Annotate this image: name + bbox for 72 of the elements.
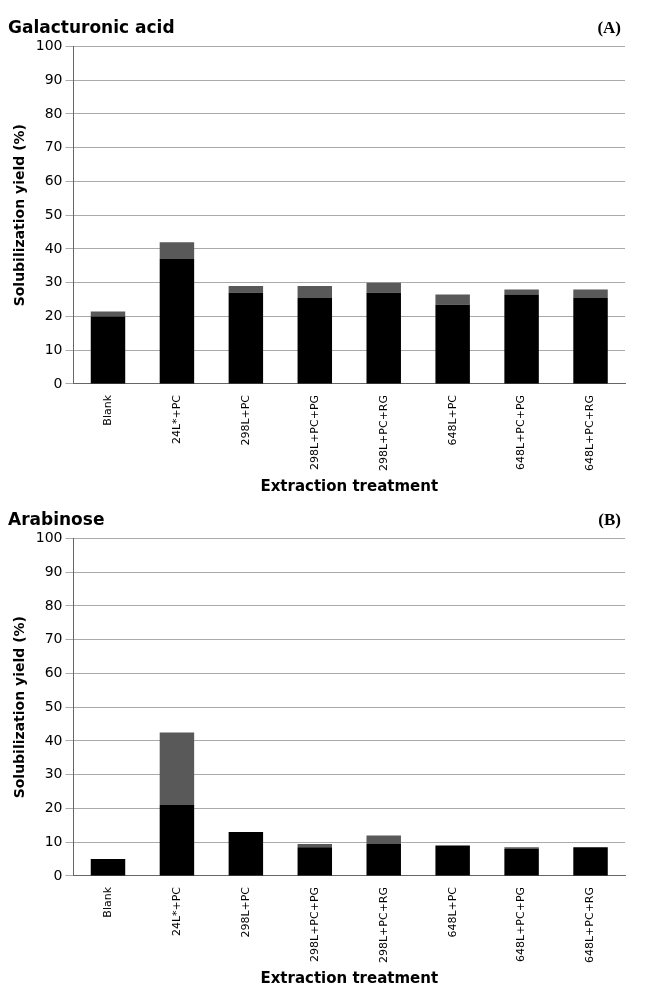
bar	[435, 294, 470, 305]
y-tick-label: 20	[44, 307, 63, 324]
bar	[504, 848, 539, 876]
bar	[90, 859, 126, 876]
bar	[435, 845, 470, 876]
bar	[366, 835, 401, 844]
y-tick-label: 10	[44, 832, 63, 849]
bar	[573, 847, 608, 876]
text: (B)	[598, 510, 621, 530]
x-tick-label: 298L+PC+PG	[307, 394, 321, 470]
y-tick-label: 100	[35, 529, 63, 546]
bar	[366, 843, 401, 876]
bar	[366, 292, 401, 384]
y-tick-label: 80	[44, 104, 63, 121]
x-tick-label: 298L+PC+RG	[376, 886, 390, 964]
y-axis-title: Solubilization yield (%)	[11, 615, 28, 799]
x-tick-label: 648L+PC+RG	[583, 886, 597, 964]
x-tick-label: 648L+PC	[445, 394, 459, 446]
y-tick-label: 20	[44, 799, 63, 816]
y-tick-label: 90	[44, 70, 63, 87]
y-tick-label: 80	[44, 596, 63, 613]
y-tick-label: 60	[44, 664, 63, 681]
x-tick-label: 648L+PC+RG	[583, 394, 597, 472]
x-tick-label: 24L*+PC	[169, 394, 183, 445]
y-tick-label: 90	[44, 562, 63, 579]
y-tick-label: 10	[44, 340, 63, 357]
bar	[573, 289, 608, 298]
x-axis-title: Extraction treatment	[260, 968, 439, 987]
bar	[297, 286, 333, 298]
y-tick-label: 40	[44, 239, 63, 256]
y-tick-label: 50	[44, 697, 63, 714]
y-tick-label: 30	[44, 273, 63, 290]
x-tick-label: 648L+PC	[445, 886, 459, 938]
bar	[366, 282, 401, 293]
bar	[504, 294, 539, 384]
bar	[159, 732, 195, 806]
y-tick-label: 70	[44, 138, 63, 155]
x-tick-label: 648L+PC+PG	[514, 886, 528, 962]
bar	[90, 311, 126, 317]
bar	[228, 286, 264, 293]
x-tick-label: Blank	[100, 394, 114, 426]
chart-title: Arabinose	[8, 508, 105, 529]
bar	[159, 805, 195, 876]
bar	[228, 292, 264, 384]
y-tick-label: 0	[53, 866, 63, 883]
bar	[297, 297, 333, 384]
y-tick-label: 60	[44, 172, 63, 189]
y-tick-label: 100	[35, 37, 63, 54]
y-tick-label: 0	[53, 374, 63, 391]
x-tick-label: 298L+PC	[238, 886, 252, 938]
x-tick-label: 298L+PC	[238, 394, 252, 446]
y-tick-label: 30	[44, 765, 63, 782]
x-axis-title: Extraction treatment	[260, 476, 439, 495]
bar	[435, 304, 470, 384]
x-tick-label: 298L+PC+RG	[376, 394, 390, 472]
bar	[573, 297, 608, 384]
x-tick-label: Blank	[100, 886, 114, 918]
chart-title: Galacturonic acid	[8, 16, 175, 37]
bar	[504, 289, 539, 295]
text: (A)	[597, 18, 621, 38]
bar	[159, 242, 195, 260]
y-tick-label: 40	[44, 731, 63, 748]
x-tick-label: 24L*+PC	[169, 886, 183, 937]
y-tick-label: 50	[44, 205, 63, 222]
y-tick-label: 70	[44, 630, 63, 647]
x-tick-label: 648L+PC+PG	[514, 394, 528, 470]
y-axis-title: Solubilization yield (%)	[11, 123, 28, 307]
x-tick-label: 298L+PC+PG	[307, 886, 321, 962]
bar	[297, 847, 333, 876]
bar	[90, 316, 126, 384]
bar	[228, 832, 264, 876]
bar	[159, 259, 195, 384]
